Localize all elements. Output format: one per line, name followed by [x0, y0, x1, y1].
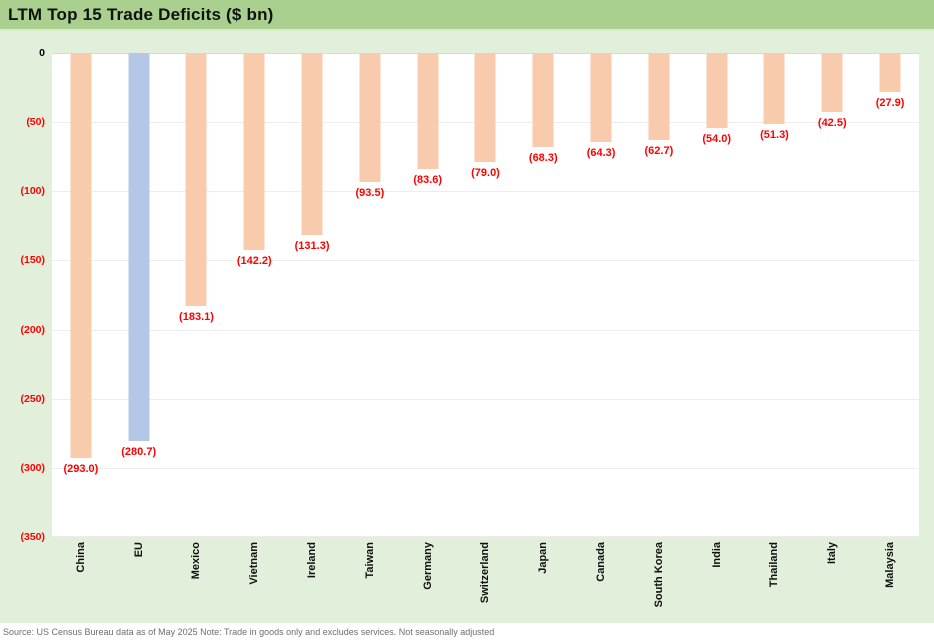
x-axis-label: Taiwan — [363, 542, 376, 579]
bar-value-label: (131.3) — [294, 239, 330, 252]
chart-title: LTM Top 15 Trade Deficits ($ bn) — [8, 4, 274, 24]
bar — [301, 53, 323, 235]
y-axis-tick-label: (350) — [20, 531, 45, 543]
x-axis-label: Vietnam — [248, 542, 261, 585]
bar-value-label: (54.0) — [702, 132, 732, 145]
bar-column: (51.3) — [746, 53, 804, 537]
bar — [243, 53, 265, 250]
x-axis-label: Japan — [537, 542, 550, 574]
bar-value-label: (183.1) — [179, 311, 214, 324]
bar-value-label: (142.2) — [236, 254, 272, 267]
y-axis-tick-label: 0 — [39, 47, 45, 59]
bar-column: (68.3) — [514, 53, 572, 537]
bar-column: (93.5) — [341, 53, 399, 537]
gridline — [52, 329, 919, 331]
source-note: Source: US Census Bureau data as of May … — [3, 627, 495, 637]
bar-value-label: (293.0) — [63, 463, 99, 476]
x-axis-label: China — [74, 542, 87, 573]
bar-column: (54.0) — [688, 53, 746, 537]
bar-value-label: (93.5) — [355, 187, 385, 200]
bar — [417, 53, 439, 169]
bar-series: (293.0) (280.7) (183.1) (142.2) (131.3) … — [52, 53, 919, 537]
bar-column: (79.0) — [457, 53, 515, 537]
footer-bar: Source: US Census Bureau data as of May … — [0, 623, 934, 641]
x-axis-labels: China EU Mexico Vietnam Ireland Taiwan G… — [52, 542, 919, 622]
bar — [532, 53, 554, 148]
bar — [821, 53, 843, 112]
bar-column: (64.3) — [572, 53, 630, 537]
plot-area: (293.0) (280.7) (183.1) (142.2) (131.3) … — [52, 53, 919, 537]
bar-column: (27.9) — [861, 53, 919, 537]
bar-value-label: (83.6) — [413, 173, 443, 186]
bar — [763, 53, 785, 124]
x-axis-label: Thailand — [768, 542, 781, 588]
bar-value-label: (64.3) — [586, 146, 616, 159]
bar-value-label: (79.0) — [471, 167, 500, 180]
gridline — [52, 260, 919, 262]
bar-column: (42.5) — [803, 53, 861, 537]
y-axis-tick-label: (150) — [20, 254, 45, 267]
bar — [474, 53, 496, 163]
x-axis-label: Italy — [826, 542, 839, 565]
bar-value-label: (62.7) — [644, 144, 674, 157]
x-axis-label: Ireland — [306, 542, 319, 579]
y-axis-tick-label: (300) — [20, 461, 45, 474]
x-axis-label: EU — [132, 542, 145, 558]
x-axis-label: Mexico — [190, 542, 203, 580]
x-axis-label: Germany — [421, 542, 434, 590]
bar — [359, 53, 381, 183]
x-axis-label: India — [710, 542, 723, 568]
bar — [590, 53, 612, 142]
bar-value-label: (27.9) — [875, 96, 905, 109]
x-axis-label: Malaysia — [884, 542, 897, 588]
gridline — [52, 398, 919, 400]
bar-value-label: (280.7) — [121, 446, 157, 459]
bar-column: (131.3) — [283, 53, 341, 537]
gridline — [52, 467, 919, 469]
x-axis-label: Canada — [595, 542, 608, 582]
bar-value-label: (68.3) — [528, 152, 558, 165]
y-axis-tick-label: (50) — [26, 116, 45, 129]
bar-column: (293.0) — [52, 53, 110, 537]
bar-column: (62.7) — [630, 53, 688, 537]
bar — [648, 53, 670, 140]
bar — [70, 53, 92, 459]
bar-value-label: (42.5) — [817, 116, 847, 129]
gridline — [52, 536, 919, 537]
bar — [706, 53, 728, 128]
bar-value-label: (51.3) — [760, 128, 789, 141]
y-axis-tick-label: (100) — [20, 185, 45, 198]
bar-column: (183.1) — [168, 53, 226, 537]
bar — [128, 53, 150, 442]
y-axis-tick-label: (250) — [20, 392, 45, 405]
bar-column: (83.6) — [399, 53, 457, 537]
x-axis-label: South Korea — [652, 542, 665, 608]
bar — [879, 53, 901, 92]
x-axis-label: Switzerland — [479, 542, 492, 604]
chart-title-bar: LTM Top 15 Trade Deficits ($ bn) — [0, 0, 934, 31]
bar-column: (142.2) — [225, 53, 283, 537]
gridline — [52, 191, 919, 193]
y-axis-tick-label: (200) — [20, 323, 45, 336]
bar — [185, 53, 207, 307]
bar-column: (280.7) — [110, 53, 168, 537]
